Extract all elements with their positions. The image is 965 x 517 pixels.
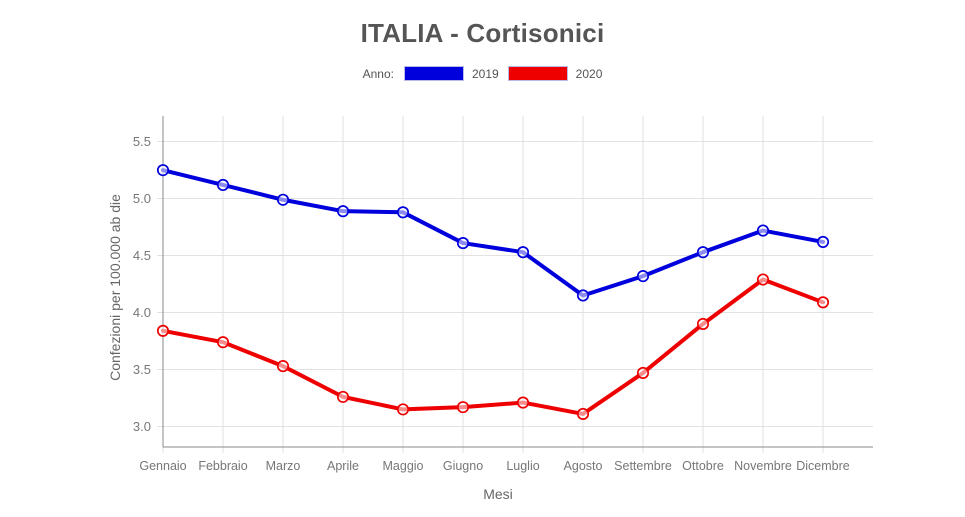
x-tick-label: Aprile xyxy=(327,459,359,473)
data-point-2019-Luglio[interactable] xyxy=(516,246,530,259)
x-tick-label: Luglio xyxy=(506,459,539,473)
series-line-2020 xyxy=(161,277,825,416)
data-point-2020-Giugno[interactable] xyxy=(456,401,470,414)
data-point-2020-Dicembre[interactable] xyxy=(816,296,830,309)
y-tick-label: 3.0 xyxy=(133,419,151,434)
data-point-2019-Maggio[interactable] xyxy=(396,206,410,219)
x-tick-label: Agosto xyxy=(564,459,603,473)
x-tick-label: Ottobre xyxy=(682,459,724,473)
data-series xyxy=(156,164,830,421)
legend-label-2020: 2020 xyxy=(575,66,603,81)
data-point-2020-Aprile[interactable] xyxy=(336,390,350,403)
legend-entry-2019[interactable]: 2019 xyxy=(403,66,499,81)
data-point-2020-Novembre[interactable] xyxy=(756,273,770,286)
data-point-2020-Marzo[interactable] xyxy=(276,360,290,373)
chart-legend: Anno: 2019 2020 xyxy=(0,66,965,81)
data-point-2019-Giugno[interactable] xyxy=(456,237,470,250)
x-axis-tick-labels: Gennaio Febbraio Marzo Aprile Maggio Giugno Lu… xyxy=(139,459,849,473)
y-tick-label: 4.5 xyxy=(133,248,151,263)
data-point-2019-Dicembre[interactable] xyxy=(816,235,830,248)
data-point-2019-Novembre[interactable] xyxy=(756,224,770,237)
series-line-2019 xyxy=(161,168,825,298)
y-axis-title: Confezioni per 100.000 ab die xyxy=(107,194,123,381)
legend-title: Anno: xyxy=(362,66,394,81)
x-tick-label: Marzo xyxy=(266,459,301,473)
y-tick-label: 4.0 xyxy=(133,305,151,320)
y-tick-label: 5.5 xyxy=(133,134,151,149)
data-point-2020-Luglio[interactable] xyxy=(516,396,530,409)
data-point-2019-Settembre[interactable] xyxy=(636,270,650,283)
data-point-2019-Ottobre[interactable] xyxy=(696,246,710,259)
data-point-2020-Ottobre[interactable] xyxy=(696,317,710,331)
data-point-2020-Maggio[interactable] xyxy=(396,403,410,416)
data-point-2019-Aprile[interactable] xyxy=(336,205,350,218)
x-tick-label: Maggio xyxy=(383,459,424,473)
y-tick-label: 3.5 xyxy=(133,362,151,377)
x-axis-title: Mesi xyxy=(483,486,513,502)
y-axis-tick-labels: 3.0 3.5 4.0 4.5 5.0 5.5 xyxy=(133,134,151,434)
data-point-2019-Febbraio[interactable] xyxy=(216,178,230,192)
x-tick-label: Gennaio xyxy=(139,459,186,473)
gridlines xyxy=(157,116,873,453)
data-point-2019-Marzo[interactable] xyxy=(276,193,290,206)
x-tick-label: Dicembre xyxy=(796,459,850,473)
data-point-2019-Agosto[interactable] xyxy=(576,289,590,302)
x-tick-label: Novembre xyxy=(734,459,792,473)
x-tick-label: Giugno xyxy=(443,459,483,473)
data-point-2020-Settembre[interactable] xyxy=(636,366,650,379)
y-tick-label: 5.0 xyxy=(133,191,151,206)
data-point-2020-Febbraio[interactable] xyxy=(216,336,230,349)
legend-swatch-2020 xyxy=(507,66,568,81)
x-tick-label: Settembre xyxy=(614,459,672,473)
data-point-2019-Gennaio[interactable] xyxy=(156,164,170,177)
legend-label-2019: 2019 xyxy=(471,66,499,81)
chart-title: ITALIA - Cortisonici xyxy=(360,18,605,48)
data-point-2020-Agosto[interactable] xyxy=(576,407,590,421)
data-point-2020-Gennaio[interactable] xyxy=(156,324,170,337)
legend-swatch-2019 xyxy=(403,66,464,81)
x-tick-label: Febbraio xyxy=(198,459,247,473)
legend-entry-2020[interactable]: 2020 xyxy=(507,66,603,81)
